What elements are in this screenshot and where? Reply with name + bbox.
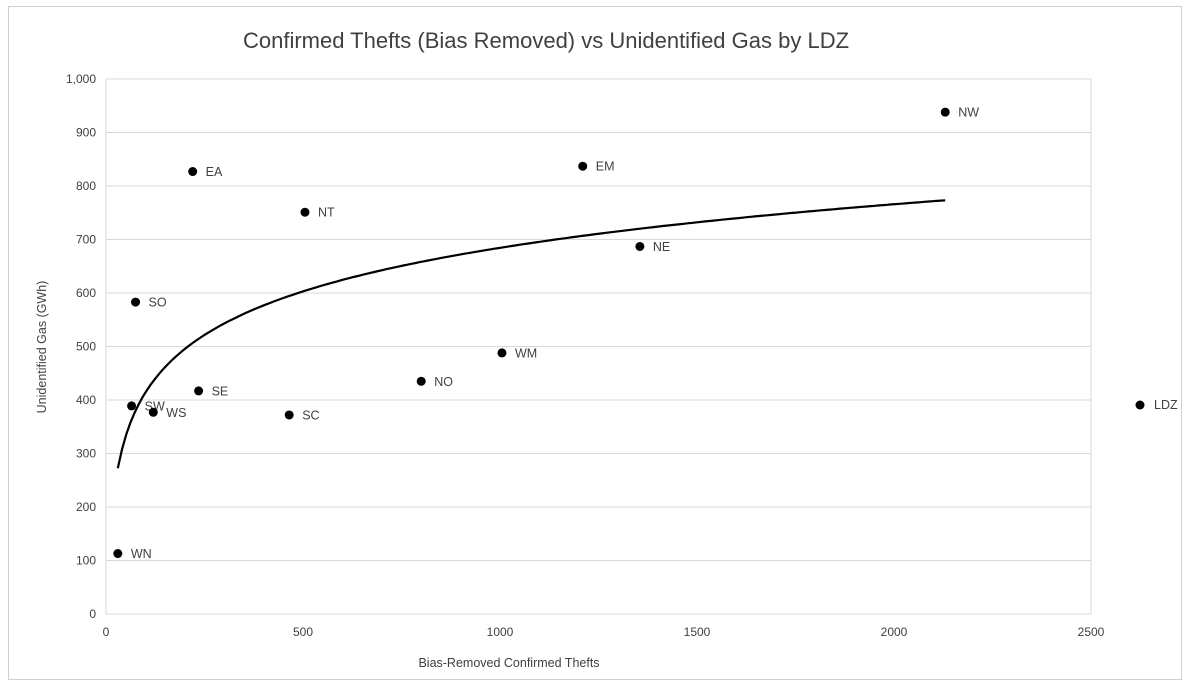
data-point-ws: [148, 407, 158, 417]
y-tick-label: 500: [76, 340, 96, 354]
legend-marker: [1135, 400, 1145, 410]
x-tick-label: 2000: [881, 625, 908, 639]
chart-frame: Confirmed Thefts (Bias Removed) vs Unide…: [8, 6, 1182, 680]
scatter-chart: Confirmed Thefts (Bias Removed) vs Unide…: [35, 28, 1178, 670]
x-tick-label: 1500: [684, 625, 711, 639]
y-tick-label: 900: [76, 126, 96, 140]
data-point-so: [131, 297, 141, 307]
data-label-ws: WS: [166, 406, 186, 420]
data-label-ne: NE: [653, 240, 670, 254]
x-axis-ticks: 0 500 1000 1500 2000 2500: [103, 625, 1105, 639]
data-point-wn: [113, 549, 123, 559]
x-tick-label: 2500: [1078, 625, 1105, 639]
legend-label: LDZ: [1154, 398, 1178, 412]
trendline: [116, 199, 946, 469]
y-axis-title: Unidentified Gas (GWh): [35, 281, 49, 414]
data-point-em: [578, 161, 588, 171]
data-label-sc: SC: [302, 408, 319, 422]
data-label-ea: EA: [206, 165, 223, 179]
y-tick-label: 100: [76, 554, 96, 568]
data-label-so: SO: [149, 296, 167, 310]
legend: LDZ: [1135, 398, 1178, 412]
data-point-ne: [635, 241, 645, 251]
y-tick-label: 1,000: [66, 72, 96, 86]
x-tick-label: 1000: [487, 625, 514, 639]
x-axis-title: Bias-Removed Confirmed Thefts: [418, 656, 599, 670]
data-point-nt: [300, 207, 310, 217]
y-axis-ticks: 0 100 200 300 400 500 600 700 800 900 1,000: [66, 72, 96, 621]
y-tick-label: 200: [76, 500, 96, 514]
chart-title: Confirmed Thefts (Bias Removed) vs Unide…: [243, 28, 849, 53]
data-label-nw: NW: [958, 106, 979, 120]
data-label-em: EM: [596, 160, 615, 174]
y-tick-label: 700: [76, 233, 96, 247]
data-label-nt: NT: [318, 206, 335, 220]
data-point-ea: [188, 167, 198, 177]
y-tick-label: 800: [76, 179, 96, 193]
data-point-wm: [497, 348, 507, 358]
data-point-no: [416, 376, 426, 386]
data-point-se: [194, 386, 204, 396]
x-tick-label: 500: [293, 625, 313, 639]
plot-area: [105, 78, 1092, 615]
y-tick-label: 400: [76, 393, 96, 407]
data-point-sc: [284, 410, 294, 420]
gridlines: [106, 78, 1091, 561]
data-label-wn: WN: [131, 547, 152, 561]
data-label-se: SE: [212, 384, 229, 398]
x-tick-label: 0: [103, 625, 110, 639]
data-label-wm: WM: [515, 346, 537, 360]
data-point-nw: [940, 107, 950, 117]
y-tick-label: 0: [89, 607, 96, 621]
y-tick-label: 600: [76, 286, 96, 300]
data-label-no: NO: [434, 375, 453, 389]
data-point-sw: [127, 401, 137, 411]
y-tick-label: 300: [76, 447, 96, 461]
